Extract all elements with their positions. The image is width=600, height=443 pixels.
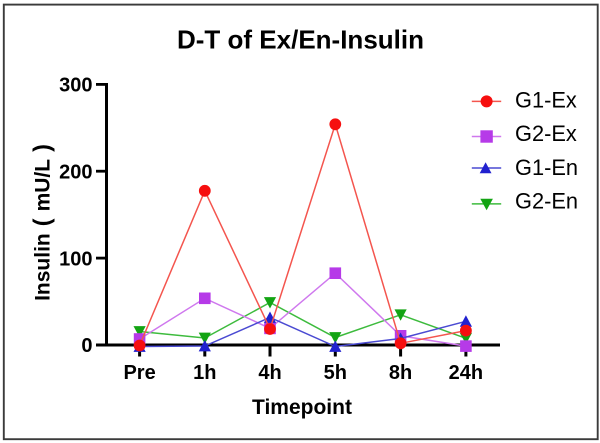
svg-text:4h: 4h [258,362,281,384]
svg-text:G2-Ex: G2-Ex [515,121,577,146]
svg-text:24h: 24h [449,362,483,384]
svg-text:Timepoint: Timepoint [252,396,352,419]
svg-text:Insulin(mU/L): Insulin(mU/L) [29,144,55,301]
svg-text:D-T of Ex/En-Insulin: D-T of Ex/En-Insulin [177,24,424,54]
svg-text:G2-En: G2-En [515,189,578,214]
svg-text:8h: 8h [389,362,412,384]
svg-text:5h: 5h [324,362,347,384]
svg-text:300: 300 [59,75,92,97]
svg-text:G1-En: G1-En [515,155,578,180]
svg-text:100: 100 [59,248,92,270]
svg-text:Pre: Pre [123,362,155,384]
svg-text:0: 0 [81,335,92,357]
svg-text:1h: 1h [193,362,216,384]
svg-text:G1-Ex: G1-Ex [515,88,577,113]
svg-text:200: 200 [59,161,92,183]
